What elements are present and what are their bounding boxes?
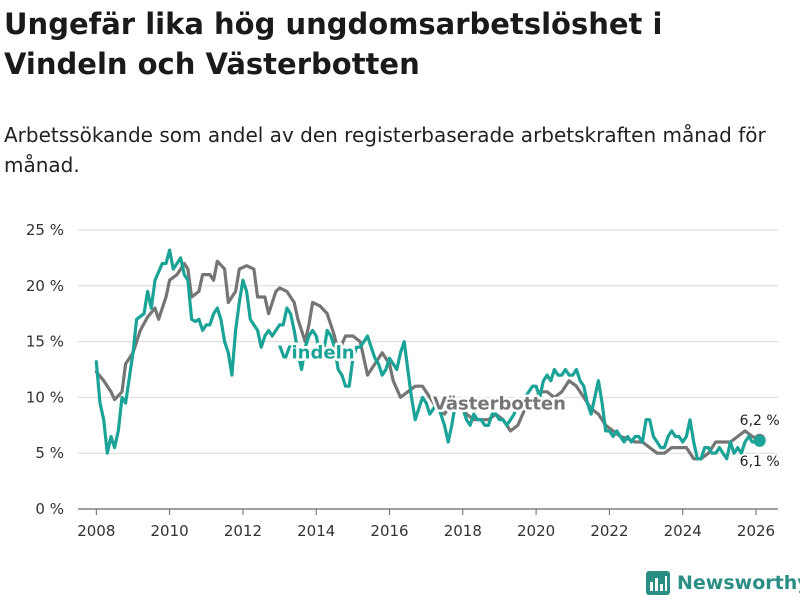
chart-title: Ungefär lika hög ungdomsarbetslöshet i V… [4,7,663,81]
y-tick-label: 20 % [26,277,64,295]
y-tick-label: 5 % [35,444,64,462]
series-line-vsterbotten [94,259,762,461]
end-value-label-vsterbotten: 6,2 % [740,413,780,429]
y-axis: 0 % 5 % 10 % 15 % 20 % 25 % [26,221,64,518]
x-tick-label: 2024 [664,522,702,540]
x-tick-label: 2018 [444,522,482,540]
x-tick-label: 2012 [224,522,262,540]
x-tick-label: 2026 [737,522,775,540]
series-label-vsterbotten: Västerbotten [433,394,566,415]
x-tick-label: 2020 [517,522,555,540]
series-lines [94,248,766,461]
newsworthy-logo-text: Newsworthy [677,572,800,594]
x-axis: 2008 2010 2012 2014 2016 2018 2020 2022 2024 2026 [77,509,775,540]
x-tick-label: 2016 [370,522,408,540]
y-tick-label: 15 % [26,333,64,351]
chart-subtitle: Arbetssökande som andel av den registerb… [4,123,766,177]
series-labels: Vindeln Västerbotten 6,2 % 6,1 % [275,340,781,472]
newsworthy-logo: Newsworthy [645,569,800,597]
y-tick-label: 10 % [26,388,64,406]
endpoint-marker-vindeln [753,434,766,447]
x-tick-label: 2010 [151,522,189,540]
y-tick-label: 0 % [35,500,64,518]
x-tick-label: 2008 [77,522,115,540]
end-value-label-vindeln: 6,1 % [740,454,780,470]
x-tick-label: 2014 [297,522,335,540]
y-tick-label: 25 % [26,221,64,239]
series-line-vindeln [94,248,762,461]
newsworthy-logo-icon [646,571,670,595]
x-tick-label: 2022 [590,522,628,540]
series-label-vindeln: Vindeln [278,342,355,363]
